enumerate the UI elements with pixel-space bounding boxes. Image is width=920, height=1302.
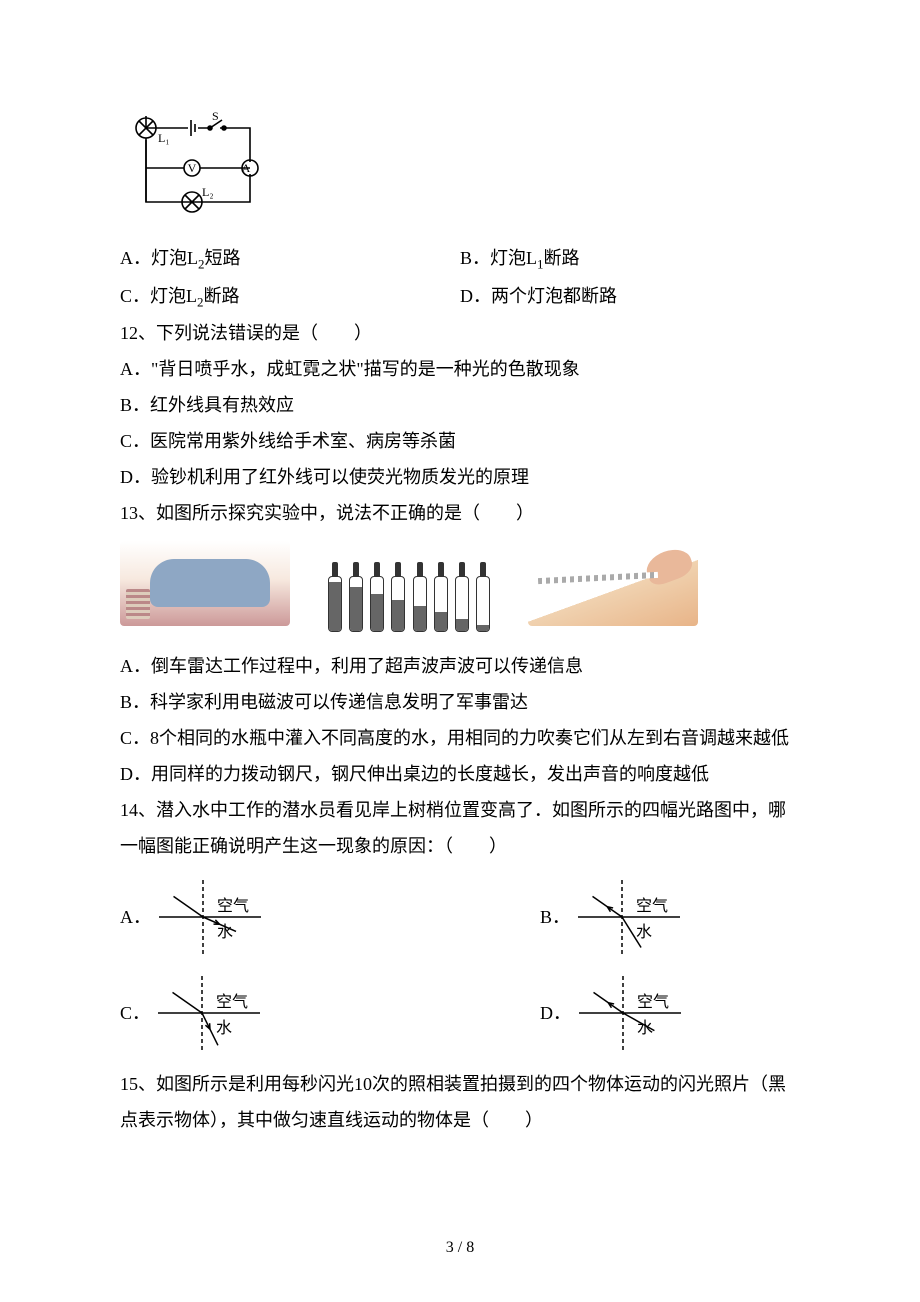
q14-cell-a: A． 空气水	[120, 872, 380, 962]
q14-label-d: D．	[540, 995, 571, 1031]
q14-label-b: B．	[540, 899, 570, 935]
q11-row2: C．灯泡L2断路 D．两个灯泡都断路	[120, 278, 800, 316]
q13-figures	[120, 541, 800, 638]
svg-text:空气: 空气	[217, 897, 249, 915]
q11-c-suffix: 断路	[204, 286, 240, 306]
q13-stem: 13、如图所示探究实验中，说法不正确的是（ ）	[120, 495, 800, 531]
q14-diagram-grid: A． 空气水 B． 空气水 C． 空气水 D． 空气水	[120, 872, 800, 1058]
q11-b-prefix: B．灯泡L	[460, 248, 537, 268]
q11-a-prefix: A．灯泡L	[120, 248, 198, 268]
q11-option-b: B．灯泡L1断路	[460, 240, 800, 278]
q14-label-c: C．	[120, 995, 150, 1031]
q14-cell-b: B． 空气水	[540, 872, 800, 962]
q11-a-suffix: 短路	[205, 248, 241, 268]
q11-row1: A．灯泡L2短路 B．灯泡L1断路	[120, 240, 800, 278]
q14-diagram-d: 空气水	[575, 968, 685, 1058]
q13-option-a: A．倒车雷达工作过程中，利用了超声波声波可以传递信息	[120, 648, 800, 684]
q12-option-c: C．医院常用紫外线给手术室、病房等杀菌	[120, 423, 800, 459]
q13-option-b: B．科学家利用电磁波可以传递信息发明了军事雷达	[120, 684, 800, 720]
q14-stem: 14、潜入水中工作的潜水员看见岸上树梢位置变高了．如图所示的四幅光路图中，哪一幅…	[120, 792, 800, 864]
q14-label-a: A．	[120, 899, 151, 935]
svg-text:空气: 空气	[636, 897, 668, 915]
circuit-svg: S A V L₁ L₂	[128, 110, 268, 220]
q11-option-a: A．灯泡L2短路	[120, 240, 460, 278]
svg-text:水: 水	[216, 1019, 232, 1037]
q13-option-c: C．8个相同的水瓶中灌入不同高度的水，用相同的力吹奏它们从左到右音调越来越低	[120, 720, 800, 756]
svg-text:S: S	[212, 110, 219, 123]
svg-text:A: A	[242, 161, 251, 175]
q14-diagram-b: 空气水	[574, 872, 684, 962]
svg-text:V: V	[188, 161, 197, 175]
q13-option-d: D．用同样的力拨动钢尺，钢尺伸出桌边的长度越长，发出声音的响度越低	[120, 756, 800, 792]
svg-text:空气: 空气	[216, 993, 248, 1011]
svg-text:空气: 空气	[637, 993, 669, 1011]
svg-text:水: 水	[636, 923, 652, 941]
q14-cell-d: D． 空气水	[540, 968, 800, 1058]
q11-option-c: C．灯泡L2断路	[120, 278, 460, 316]
svg-text:L₂: L₂	[202, 185, 214, 199]
svg-text:水: 水	[217, 923, 233, 941]
q11-b-suffix: 断路	[544, 248, 580, 268]
q15-stem: 15、如图所示是利用每秒闪光10次的照相装置拍摄到的四个物体运动的闪光照片（黑点…	[120, 1066, 800, 1138]
q13-figure-bottles	[320, 541, 498, 638]
q14-diagram-a: 空气水	[155, 872, 265, 962]
q11-c-prefix: C．灯泡L	[120, 286, 197, 306]
q13-figure-car-radar	[120, 541, 290, 626]
q12-option-a: A．"背日喷乎水，成虹霓之状"描写的是一种光的色散现象	[120, 351, 800, 387]
q12-option-d: D．验钞机利用了红外线可以使荧光物质发光的原理	[120, 459, 800, 495]
q11-option-d: D．两个灯泡都断路	[460, 278, 800, 316]
page-footer: 3 / 8	[0, 1232, 920, 1264]
q14-diagram-c: 空气水	[154, 968, 264, 1058]
svg-text:L₁: L₁	[158, 131, 170, 145]
q11-circuit-figure: S A V L₁ L₂	[128, 110, 800, 232]
q12-stem: 12、下列说法错误的是（ ）	[120, 315, 800, 351]
q12-option-b: B．红外线具有热效应	[120, 387, 800, 423]
q13-figure-ruler	[528, 541, 698, 626]
q14-cell-c: C． 空气水	[120, 968, 380, 1058]
